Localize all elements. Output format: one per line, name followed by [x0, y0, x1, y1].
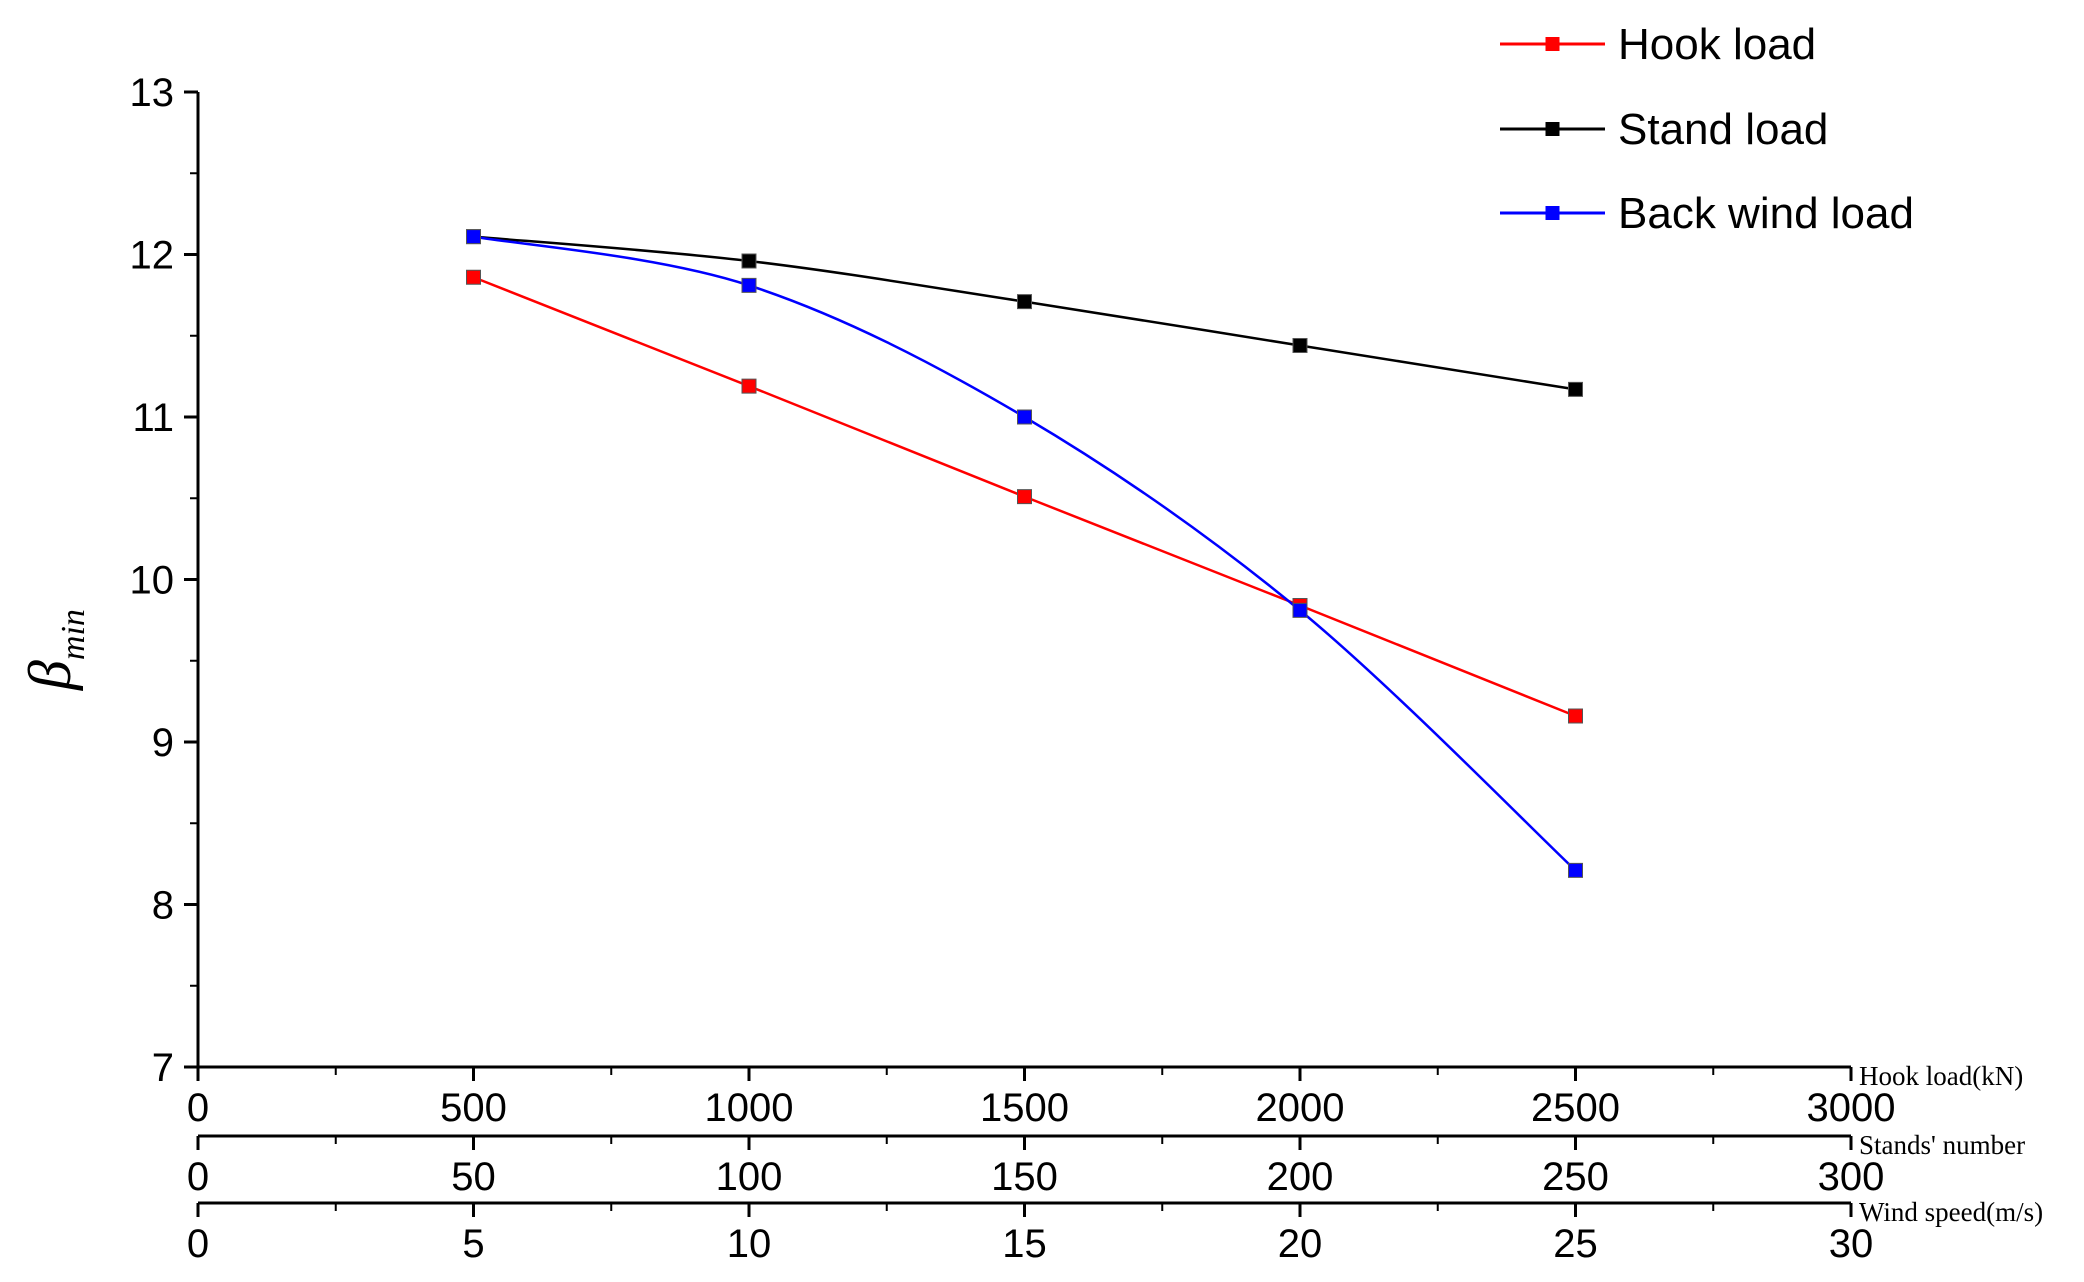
- series-lines: [466, 229, 1583, 878]
- data-point: [466, 229, 481, 245]
- data-point: [741, 378, 757, 394]
- data-point: [1017, 489, 1032, 505]
- x-tick-label: 200: [1267, 1155, 1334, 1199]
- legend-swatch-marker: [1545, 37, 1560, 51]
- data-point: [1568, 381, 1583, 397]
- x-tick-label: 1500: [980, 1086, 1069, 1130]
- y-axis-label: βmin: [17, 609, 92, 691]
- data-point: [1292, 338, 1308, 353]
- x-tick-label: 500: [440, 1086, 507, 1130]
- x-tick-label: 2500: [1531, 1086, 1620, 1130]
- series-line: [473, 235, 1577, 872]
- y-tick-label: 10: [130, 559, 175, 603]
- y-axis: 7 8 9 10 11 12 13: [130, 71, 200, 1090]
- x-tick-label: 5: [462, 1222, 484, 1266]
- data-point: [1568, 708, 1583, 724]
- x-tick-label: 3000: [1807, 1086, 1896, 1130]
- legend-label: Hook load: [1618, 20, 1816, 69]
- y-axis-label-sub: min: [55, 609, 92, 660]
- x-axis-title: Wind speed(m/s): [1859, 1197, 2043, 1227]
- x-tick-label: 2000: [1256, 1086, 1345, 1130]
- data-point: [741, 277, 757, 293]
- x-tick-label: 150: [991, 1155, 1058, 1199]
- data-point: [1017, 294, 1032, 310]
- y-tick-label: 8: [152, 884, 174, 928]
- y-tick-label: 9: [152, 721, 174, 765]
- data-point: [466, 269, 481, 285]
- data-point: [1017, 409, 1032, 425]
- y-tick-label: 7: [152, 1046, 174, 1090]
- x-tick-label: 10: [727, 1222, 772, 1266]
- y-tick-label: 11: [132, 396, 174, 440]
- x-tick-label: 30: [1829, 1222, 1874, 1266]
- x-tick-label: 0: [187, 1222, 209, 1266]
- x-tick-label: 50: [451, 1155, 496, 1199]
- x-tick-label: 25: [1553, 1222, 1598, 1266]
- data-point: [1568, 862, 1583, 878]
- x-tick-label: 15: [1002, 1222, 1047, 1266]
- y-tick-label: 13: [130, 71, 175, 115]
- y-tick-label: 12: [130, 234, 175, 278]
- data-point: [1292, 602, 1308, 618]
- x-tick-label: 1000: [705, 1086, 794, 1130]
- x-axis-title: Hook load(kN): [1859, 1061, 2023, 1091]
- legend: Hook load Stand load Back wind load: [1500, 20, 1914, 238]
- legend-label: Back wind load: [1618, 189, 1914, 238]
- legend-swatch-marker: [1545, 206, 1560, 220]
- data-point: [741, 253, 757, 269]
- x-tick-label: 20: [1278, 1222, 1323, 1266]
- x-tick-label: 0: [187, 1155, 209, 1199]
- x-tick-label: 250: [1542, 1155, 1609, 1199]
- legend-swatch-marker: [1545, 122, 1560, 136]
- x-axis-title: Stands' number: [1859, 1130, 2025, 1160]
- legend-label: Stand load: [1618, 105, 1828, 154]
- x-tick-label: 100: [716, 1155, 783, 1199]
- x-tick-label: 300: [1818, 1155, 1885, 1199]
- x-tick-label: 0: [187, 1086, 209, 1130]
- y-axis-label-main: β: [17, 660, 83, 691]
